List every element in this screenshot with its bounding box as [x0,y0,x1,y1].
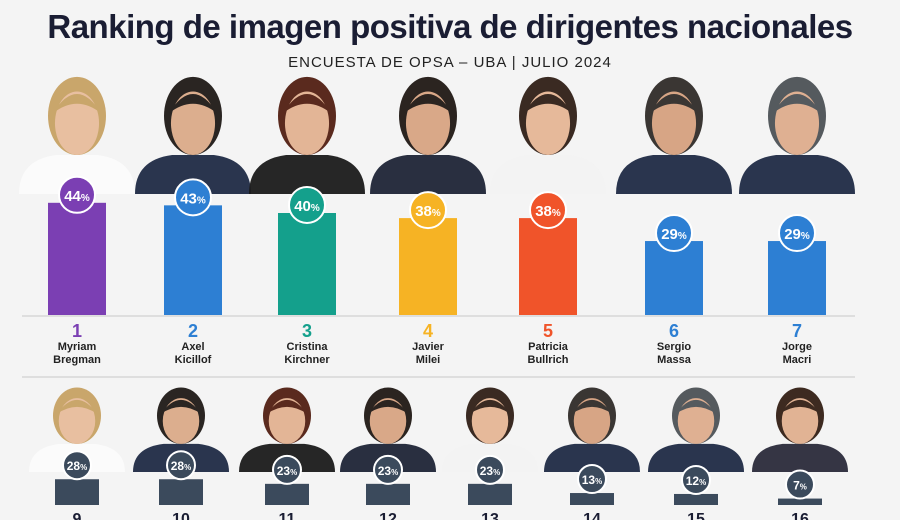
value-badge [272,454,302,485]
value-badge [681,464,711,495]
rank-number: 5 [543,321,553,341]
value-badge [409,191,447,230]
portrait-image [544,387,640,472]
chart-title: Ranking de imagen positiva de dirigentes… [47,8,853,45]
value-label: 44% [64,188,90,205]
value-badge [577,464,607,495]
portrait-image [648,387,744,472]
portrait-image [249,76,365,194]
value-badge [373,454,403,485]
bar [159,479,203,505]
value-badge [529,191,567,230]
portrait-image [739,76,855,194]
candidate-name: Bullrich [528,354,569,366]
candidate-name: Jorge [782,341,812,353]
value-label: 43% [180,190,206,207]
value-badge [475,454,505,485]
value-label: 28% [67,459,87,473]
value-badge [166,450,196,481]
portrait-image [370,76,486,194]
candidate-name: Cristina [287,341,329,353]
bar [519,218,577,315]
value-label: 23% [277,464,297,478]
value-badge [58,175,96,214]
bar [164,205,222,315]
rank-number: 15 [687,511,705,520]
bar [768,241,826,315]
bar [366,483,410,505]
candidate-name: Massa [657,354,692,366]
candidate-name: Myriam [58,341,97,353]
value-label: 38% [415,203,441,220]
candidate-name: Sergio [657,341,692,353]
rank-number: 13 [481,511,499,520]
bar [468,483,512,505]
bar [55,479,99,505]
bar [399,218,457,315]
value-label: 13% [582,473,602,487]
rank-number: 14 [583,511,601,520]
rank-number: 11 [279,511,296,520]
rank-number: 2 [188,321,198,341]
candidate-name: Bregman [53,354,101,366]
rank-number: 3 [302,321,312,341]
rank-number: 9 [73,511,82,520]
bar [778,498,822,505]
portrait-image [29,387,125,472]
value-label: 29% [784,226,810,243]
chart-subtitle: ENCUESTA DE OPSA – UBA | JULIO 2024 [288,54,612,71]
bar [645,241,703,315]
portrait-image [340,387,436,472]
value-label: 23% [378,464,398,478]
value-label: 7% [793,479,807,493]
portrait-image [133,387,229,472]
value-label: 29% [661,226,687,243]
value-badge [62,450,92,481]
value-label: 23% [480,464,500,478]
candidate-name: Milei [416,354,440,366]
value-badge [174,178,212,217]
rank-number: 12 [379,511,397,520]
bar [674,493,718,505]
value-badge [655,214,693,253]
value-badge [778,214,816,253]
value-label: 40% [294,198,320,215]
bar [278,213,336,315]
candidate-name: Kirchner [284,354,330,366]
rank-number: 4 [423,321,433,341]
rank-number: 16 [791,511,809,520]
portrait-image [135,76,251,194]
bar [48,202,106,315]
value-badge [785,469,815,500]
candidate-name: Javier [412,341,445,353]
rank-number: 7 [792,321,802,341]
value-label: 12% [686,474,706,488]
rank-number: 1 [72,321,82,341]
portrait-image [752,387,848,472]
value-badge [288,186,326,224]
candidate-name: Kicillof [175,354,212,366]
candidate-name: Patricia [528,341,569,353]
candidate-name: Macri [783,354,812,366]
portrait-image [490,76,606,194]
bar [570,493,614,505]
candidate-name: Axel [181,341,204,353]
rank-number: 6 [669,321,679,341]
value-label: 28% [171,459,191,473]
value-label: 38% [535,203,561,220]
rank-number: 10 [172,511,190,520]
bar [265,483,309,505]
portrait-image [616,76,732,194]
portrait-image [19,76,135,194]
